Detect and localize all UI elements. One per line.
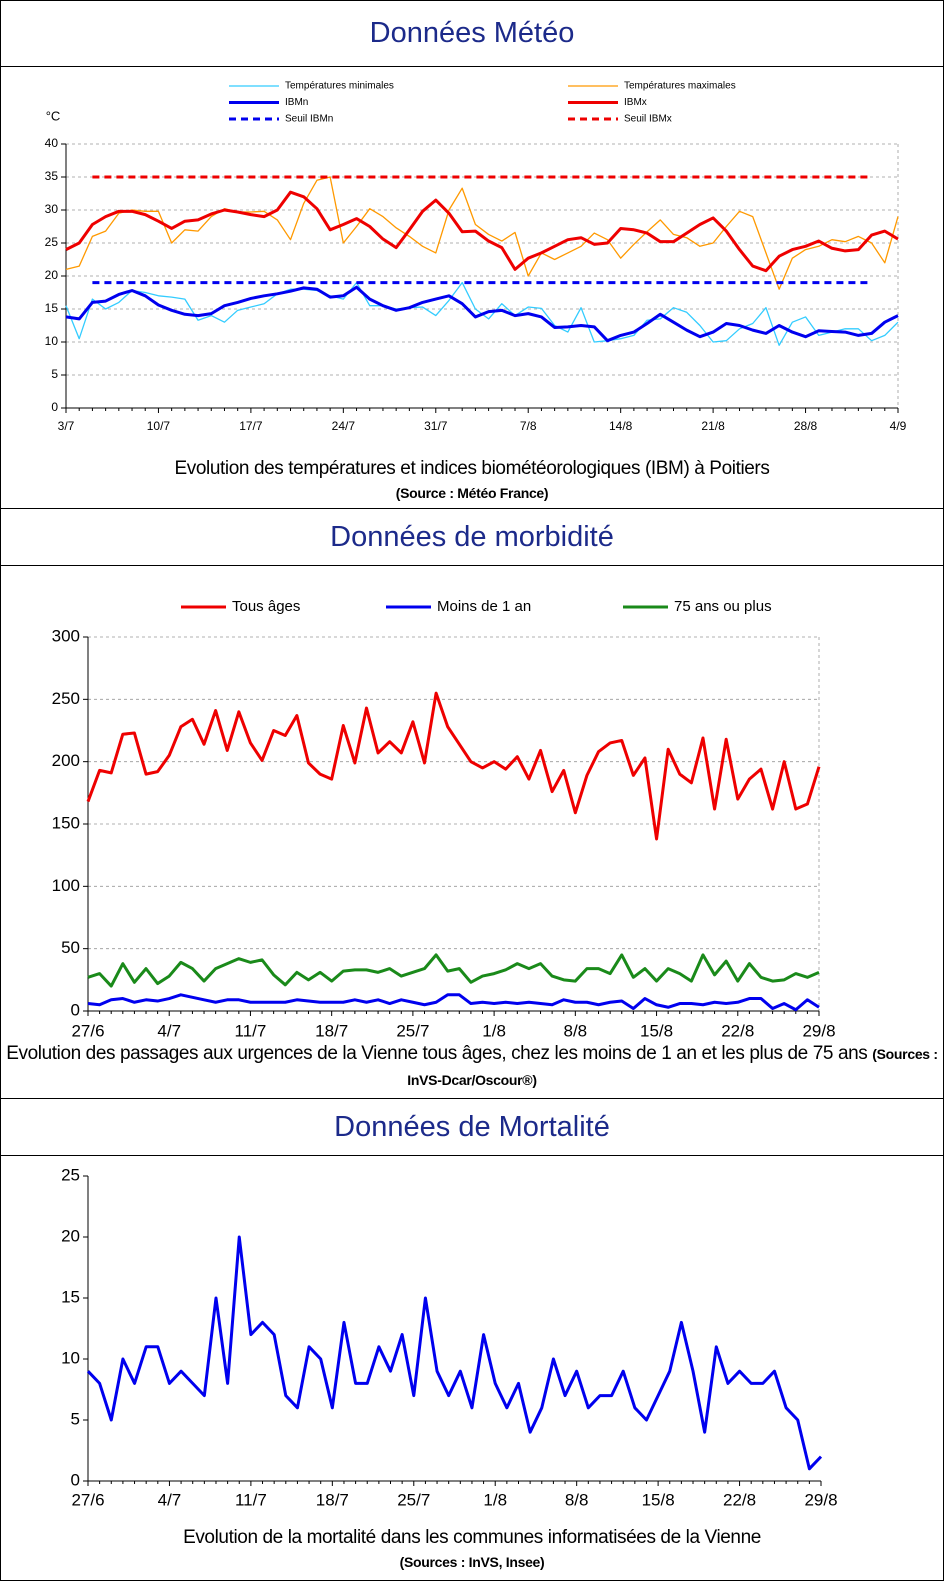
legend-label: Moins de 1 an	[437, 598, 531, 615]
x-tick-label: 7/8	[520, 419, 537, 433]
source: (Sources : InVS-Dcar/Oscour®)	[407, 1046, 938, 1088]
y-tick-label: 35	[45, 169, 59, 183]
chart: 0 5 10 15 20 25 30 35 40 3/7 10/7 17/7 24/7 31/7 7/8 14…	[45, 81, 907, 434]
y-tick-label: 10	[61, 1348, 80, 1367]
x-tick-label: 24/7	[332, 419, 356, 433]
x-tick-label: 31/7	[424, 419, 448, 433]
chart: 0 5 10 15 20 25 27/6 4/7 11/7 18/7 25/7 1/8 8/8 15/8 2…	[61, 1165, 837, 1509]
line-series	[86, 1235, 823, 1471]
y-tick-label: 10	[45, 334, 59, 348]
line-series	[87, 993, 820, 1012]
x-tick-label: 11/7	[235, 1021, 267, 1040]
legend-label: IBMx	[624, 97, 647, 108]
line-series	[65, 190, 899, 273]
y-tick-label: 0	[71, 1000, 80, 1019]
x-tick-label: 18/7	[315, 1021, 348, 1040]
line-series	[65, 285, 899, 343]
y-tick-label: 150	[52, 813, 80, 832]
legend-label: Seuil IBMn	[285, 114, 333, 125]
x-tick-label: 18/7	[316, 1490, 349, 1509]
y-tick-label: 15	[45, 301, 59, 315]
y-tick-label: 0	[51, 400, 58, 414]
caption: Evolution de la mortalité dans les commu…	[183, 1527, 761, 1548]
legend-label: IBMn	[285, 97, 308, 108]
x-tick-label: 4/7	[158, 1490, 182, 1509]
y-tick-label: 20	[45, 268, 59, 282]
caption-block: Evolution des passages aux urgences de l…	[1, 1041, 943, 1099]
x-tick-label: 22/8	[721, 1021, 754, 1040]
section-heading: Données de morbidité	[1, 509, 943, 566]
line-series	[87, 953, 820, 988]
x-tick-label: 22/8	[723, 1490, 756, 1509]
x-tick-label: 28/8	[794, 419, 818, 433]
caption: Evolution des températures et indices bi…	[174, 458, 770, 479]
y-tick-label: 40	[45, 136, 59, 150]
line-series	[65, 176, 899, 290]
legend-label: 75 ans ou plus	[674, 598, 772, 615]
y-tick-label: 200	[52, 751, 80, 770]
y-tick-label: 5	[71, 1409, 80, 1428]
source: (Source : Météo France)	[395, 485, 549, 501]
y-tick-label: 50	[61, 938, 80, 957]
x-tick-label: 21/8	[701, 419, 725, 433]
x-tick-label: 3/7	[58, 419, 75, 433]
y-tick-label: 5	[51, 367, 58, 381]
x-tick-label: 8/8	[565, 1490, 589, 1509]
legend-label: Températures maximales	[624, 81, 736, 92]
y-tick-label: 300	[52, 626, 80, 645]
y-axis-label: °C	[46, 108, 61, 123]
x-tick-label: 17/7	[239, 419, 263, 433]
y-tick-label: 0	[71, 1470, 80, 1489]
x-tick-label: 25/7	[397, 1490, 430, 1509]
x-tick-label: 1/8	[483, 1490, 507, 1509]
x-tick-label: 4/9	[890, 419, 907, 433]
x-tick-label: 11/7	[235, 1490, 267, 1509]
caption-block: Evolution des températures et indices bi…	[1, 456, 943, 509]
y-tick-label: 250	[52, 689, 80, 708]
x-tick-label: 1/8	[482, 1021, 506, 1040]
legend-label: Tous âges	[232, 598, 300, 615]
source: (Sources : InVS, Insee)	[399, 1554, 545, 1570]
y-tick-label: 25	[61, 1165, 80, 1184]
legend-label: Seuil IBMx	[624, 114, 672, 125]
x-tick-label: 27/6	[71, 1021, 104, 1040]
line-series	[86, 691, 821, 841]
x-tick-label: 15/8	[642, 1490, 675, 1509]
x-tick-label: 8/8	[564, 1021, 588, 1040]
y-tick-label: 100	[52, 876, 80, 895]
legend-label: Températures minimales	[285, 81, 394, 92]
y-tick-label: 25	[45, 235, 59, 249]
y-tick-label: 15	[61, 1287, 80, 1306]
x-tick-label: 29/8	[804, 1490, 837, 1509]
y-tick-label: 20	[61, 1226, 80, 1245]
x-tick-label: 25/7	[396, 1021, 429, 1040]
x-tick-label: 10/7	[147, 419, 171, 433]
caption-block: Evolution de la mortalité dans les commu…	[1, 1526, 943, 1580]
section-heading: Données de Mortalité	[1, 1099, 943, 1156]
x-tick-label: 29/8	[802, 1021, 835, 1040]
x-tick-label: 4/7	[157, 1021, 181, 1040]
x-tick-label: 27/6	[71, 1490, 104, 1509]
y-tick-label: 30	[45, 202, 59, 216]
x-tick-label: 14/8	[609, 419, 633, 433]
caption: Evolution des passages aux urgences de l…	[6, 1043, 868, 1064]
x-tick-label: 15/8	[640, 1021, 673, 1040]
section-heading: Données Météo	[1, 1, 943, 67]
chart: 0 50 100 150 200 250 300 27/6 4/7 11/7 18/7 25/7 1/8…	[52, 598, 836, 1041]
